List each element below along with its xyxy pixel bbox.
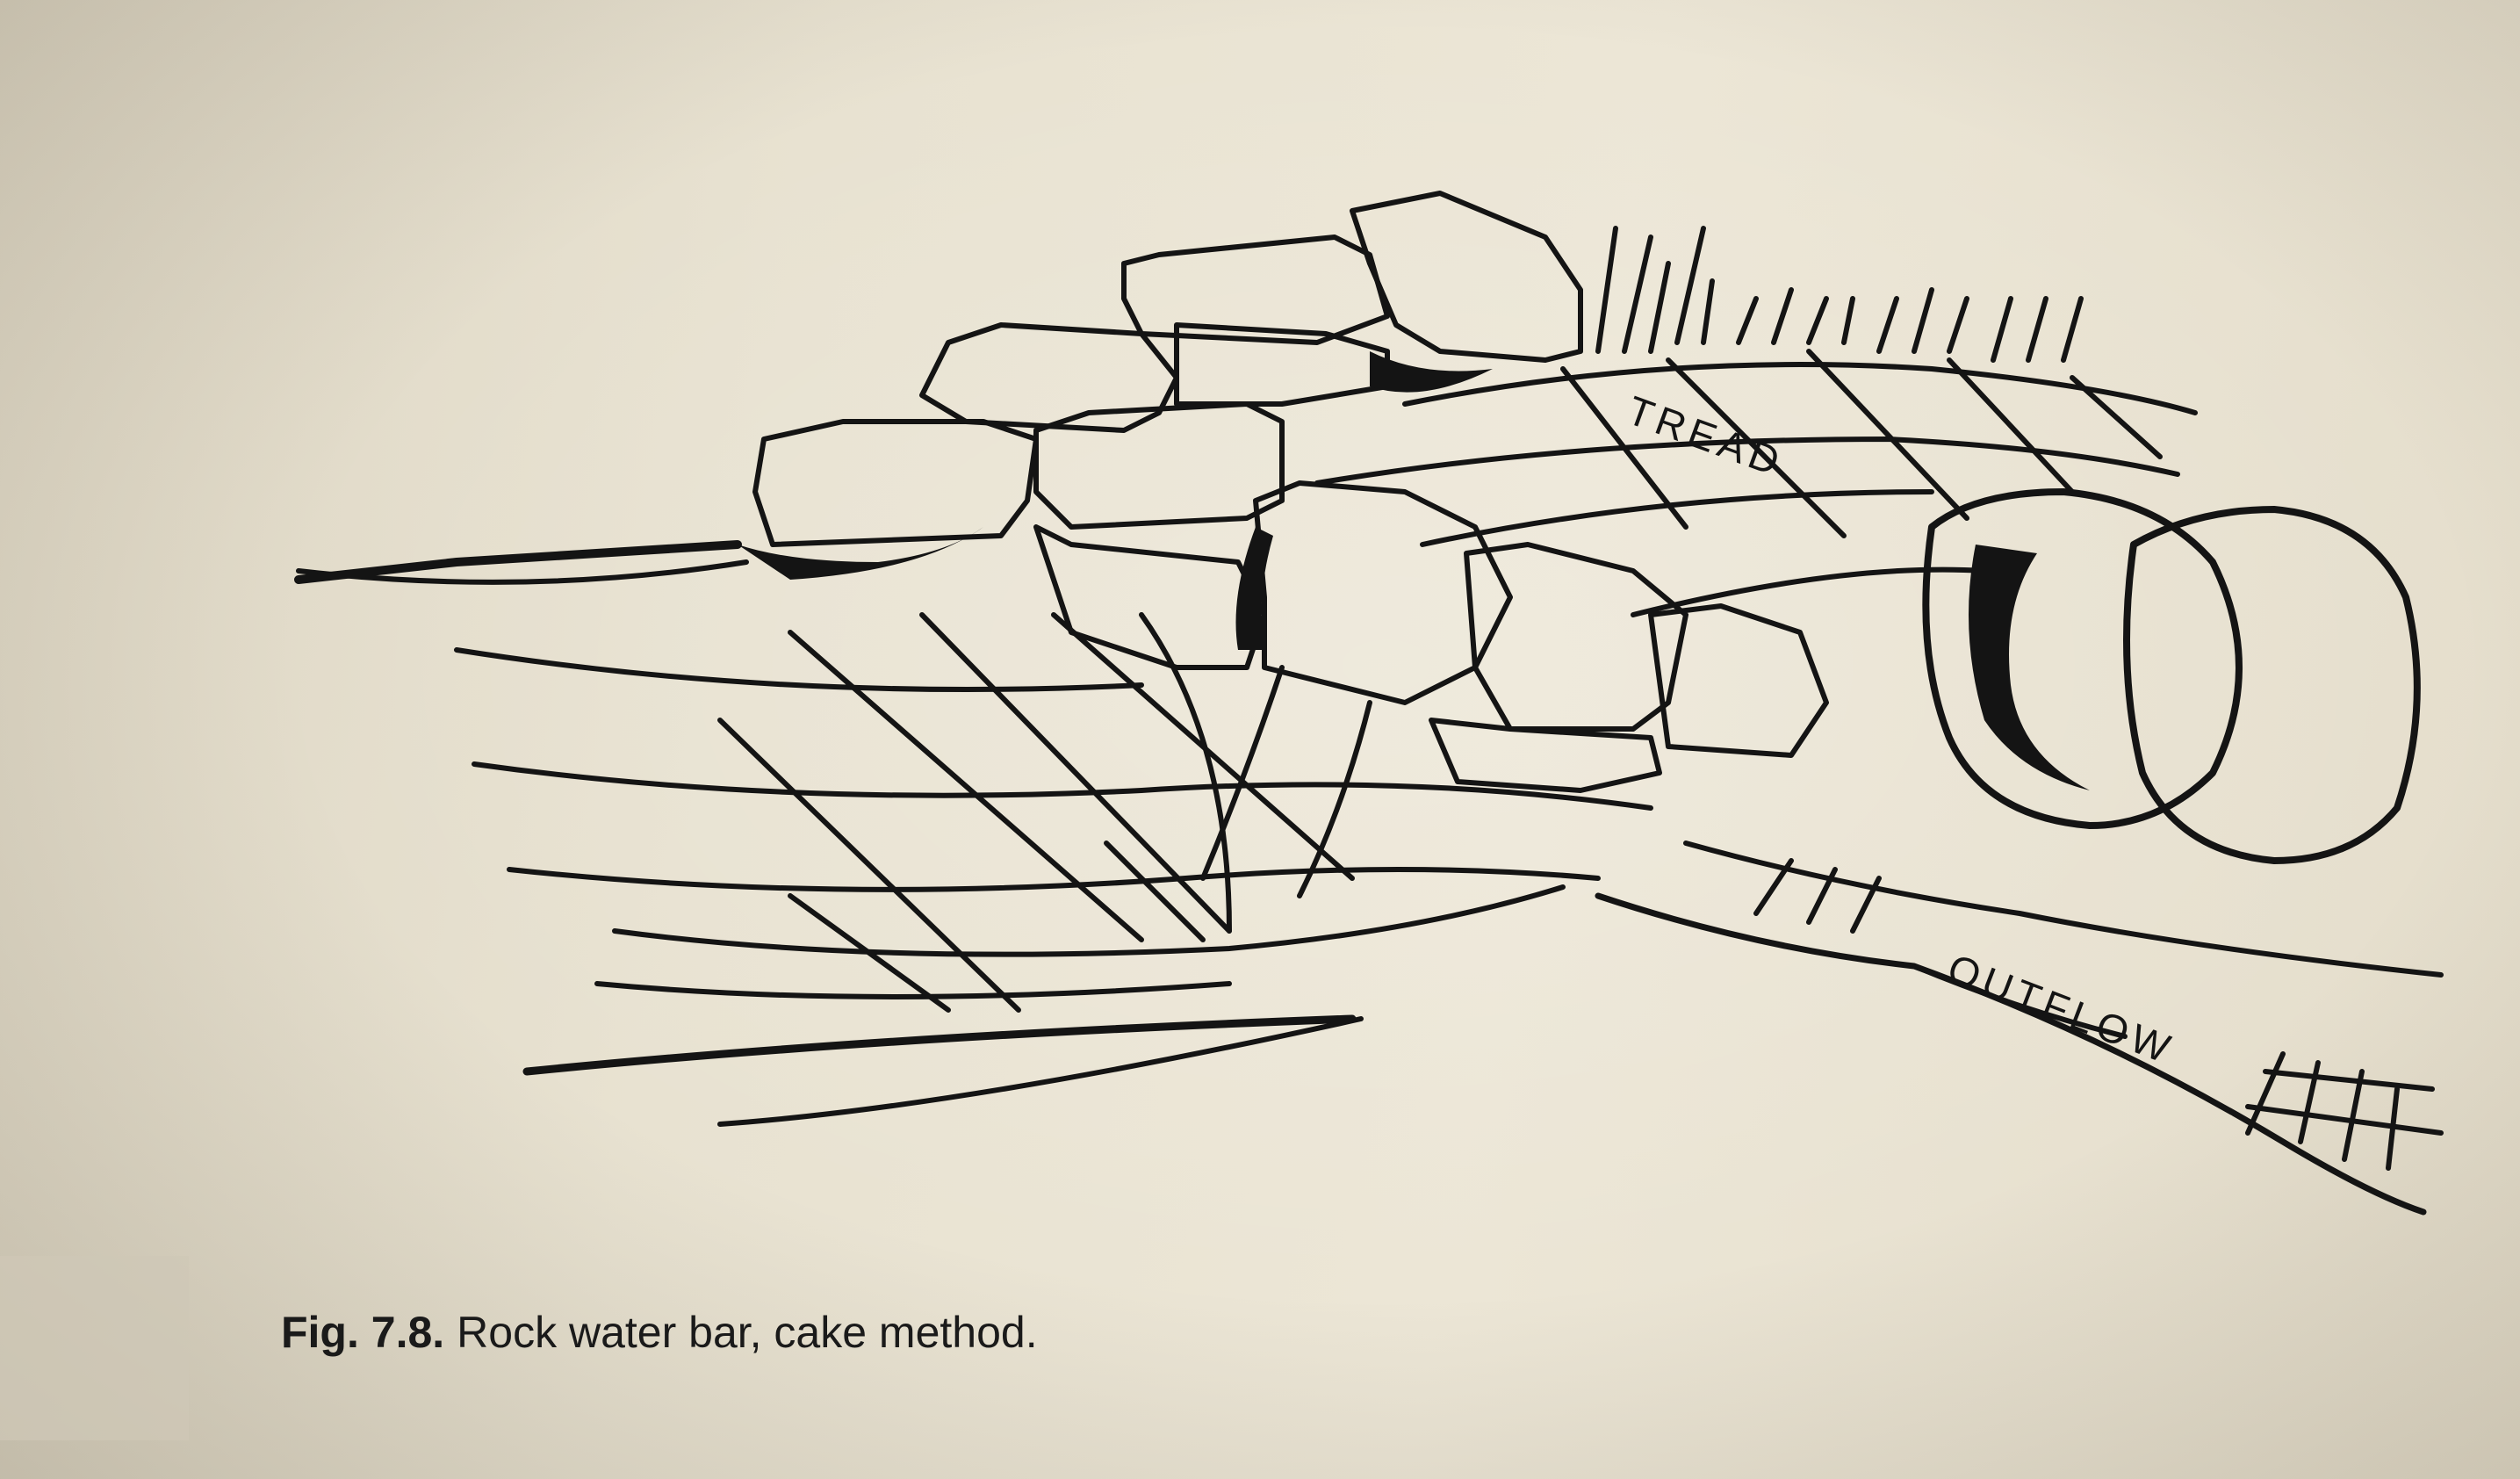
figure-caption-text: Rock water bar, cake method.	[457, 1308, 1038, 1357]
trail-grid-line	[788, 630, 1144, 942]
tread-line	[1666, 357, 1847, 538]
outflow-hatch	[2342, 1069, 2365, 1162]
boulder	[2123, 506, 2421, 864]
tread-line	[1806, 349, 1969, 521]
trail-edge-line	[612, 884, 1566, 957]
outflow-edge	[1595, 892, 2427, 1216]
trail-grid-line	[717, 718, 1021, 1013]
rock-stone	[1253, 480, 1513, 705]
tread-line	[1314, 436, 2180, 486]
rock-stone	[1464, 542, 1688, 732]
rock-stone	[752, 419, 1039, 547]
tread-line	[1560, 366, 1688, 530]
shadow-accent	[1370, 351, 1493, 393]
outflow-edge	[1683, 841, 2444, 978]
trail-grid-line	[1200, 665, 1285, 881]
trail-edge-line	[717, 1016, 1364, 1127]
tread-line	[2070, 375, 2163, 459]
rock-stone	[1429, 718, 1662, 793]
outflow-hatch	[2263, 1069, 2435, 1092]
shadow-accent	[1969, 545, 2090, 790]
tread-line	[1947, 357, 2075, 494]
figure-number: Fig. 7.8.	[281, 1308, 445, 1357]
shadow-accent	[738, 527, 983, 580]
rock-stone	[1648, 603, 1829, 758]
rock-stone	[919, 322, 1179, 433]
trail-edge-line	[507, 867, 1601, 892]
outflow-label: OUTFLOW	[1941, 945, 2181, 1073]
trail-edge-line	[522, 1014, 1357, 1076]
rock-stone	[1121, 234, 1390, 345]
trail-grid-line	[1104, 841, 1206, 942]
outflow-hatch	[1850, 876, 1882, 934]
trail-edge-line	[594, 981, 1232, 999]
trail-grid-line	[1297, 700, 1372, 898]
trail-edge-line	[454, 647, 1144, 692]
tread-line	[1631, 566, 1987, 617]
trail-grid-line	[919, 612, 1232, 934]
tread-line	[1420, 489, 1934, 547]
trail-grid-line	[1139, 612, 1232, 934]
trail-tip	[294, 540, 742, 584]
shadow-accent	[1235, 527, 1273, 650]
rock-stone	[1350, 191, 1583, 363]
rock-stone	[1033, 401, 1285, 530]
tread-label: TREAD	[1622, 387, 1790, 486]
trail-grid-line	[788, 893, 951, 1013]
tread-line	[1402, 362, 2198, 415]
outflow-edge	[1912, 963, 2128, 1039]
boulder	[1922, 488, 2243, 829]
outflow-hatch	[1806, 867, 1838, 925]
grass-tuft	[1736, 287, 2084, 363]
outflow-hatch	[1753, 858, 1794, 916]
outflow-hatch	[2245, 1051, 2286, 1136]
trail-edge-line	[472, 761, 1653, 811]
rock-stone	[1033, 524, 1267, 670]
outflow-hatch	[2245, 1104, 2444, 1136]
page-edge-tab	[0, 1256, 189, 1440]
grass-tuft	[1595, 226, 1715, 354]
figure-caption: Fig. 7.8. Rock water bar, cake method.	[281, 1307, 1038, 1358]
